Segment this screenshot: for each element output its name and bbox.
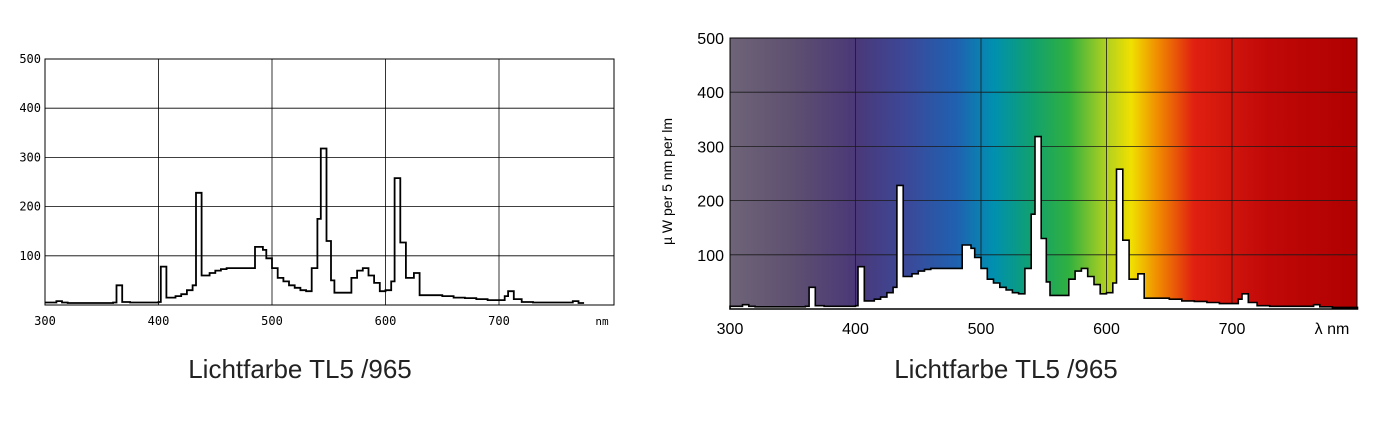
x-axis-label: λ nm	[1315, 321, 1350, 338]
chart-title: Lichtfarbe TL5 /965	[188, 354, 412, 384]
x-tick-label: 700	[1219, 321, 1246, 338]
series-area	[729, 135, 1359, 310]
right-spectrum-chart: 100 200 300 400 500 300 400 500 600 700 λ nm µ W pe…	[659, 31, 1359, 384]
plot-frame	[44, 58, 615, 306]
y-tick-label: 500	[19, 52, 41, 66]
series-line	[45, 147, 585, 304]
y-tick-label: 100	[697, 248, 724, 265]
y-axis-label: µ W per 5 nm per lm	[659, 118, 675, 245]
y-tick-label: 500	[697, 31, 724, 48]
y-tick-label: 300	[19, 150, 41, 164]
y-tick-label: 400	[697, 85, 724, 102]
chart-title: Lichtfarbe TL5 /965	[894, 354, 1118, 384]
x-tick-label: 400	[842, 321, 869, 338]
y-tick-label: 100	[19, 249, 41, 263]
x-tick-label: 300	[717, 321, 744, 338]
plot-frame	[729, 37, 1358, 310]
x-tick-label: 400	[148, 314, 170, 328]
x-tick-label: 700	[488, 314, 510, 328]
x-tick-label: 500	[968, 321, 995, 338]
y-tick-label: 200	[697, 194, 724, 211]
x-tick-label: 600	[375, 314, 397, 328]
x-tick-label: 500	[261, 314, 283, 328]
left-spectrum-chart: 100 200 300 400 500 300 400 500 600 700 nm Lichtfar…	[19, 52, 615, 384]
x-tick-label: 300	[34, 314, 56, 328]
y-tick-label: 400	[19, 101, 41, 115]
x-axis-label: nm	[595, 315, 609, 328]
x-tick-label: 600	[1093, 321, 1120, 338]
y-tick-label: 300	[697, 139, 724, 156]
y-tick-label: 200	[19, 200, 41, 214]
